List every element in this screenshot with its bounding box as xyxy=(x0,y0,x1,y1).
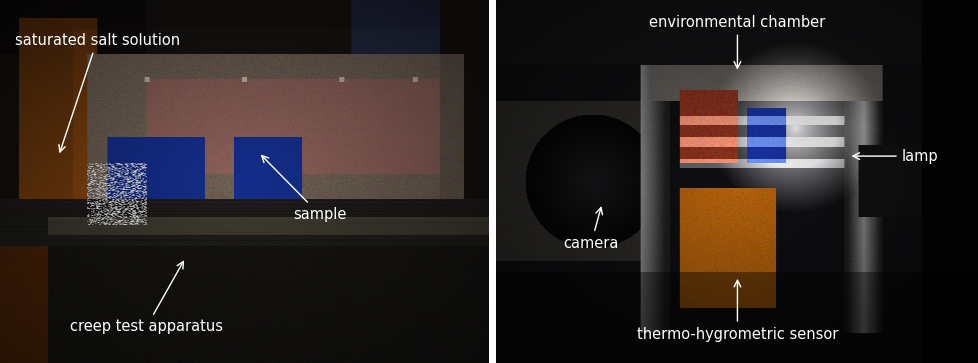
Text: creep test apparatus: creep test apparatus xyxy=(69,261,223,334)
Text: camera: camera xyxy=(563,208,618,251)
Text: saturated salt solution: saturated salt solution xyxy=(15,33,180,152)
Text: sample: sample xyxy=(261,156,346,222)
Text: environmental chamber: environmental chamber xyxy=(648,15,824,68)
Text: thermo-hygrometric sensor: thermo-hygrometric sensor xyxy=(636,280,837,342)
Text: lamp: lamp xyxy=(852,148,937,164)
